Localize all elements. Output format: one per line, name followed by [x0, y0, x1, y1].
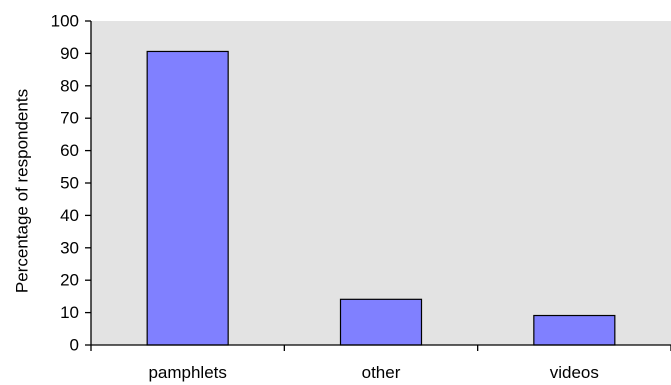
y-tick-label: 60 — [60, 141, 79, 160]
bar-series — [146, 50, 616, 346]
y-axis-ticks: 0 10 20 30 40 50 60 70 80 90 100 — [51, 12, 91, 355]
x-tick-label: other — [362, 363, 401, 382]
x-tick-label: pamphlets — [148, 363, 226, 382]
y-tick-label: 10 — [60, 303, 79, 322]
x-axis-ticks: pamphlets other videos — [90, 345, 671, 382]
bar-videos — [533, 314, 616, 346]
y-tick-label: 70 — [60, 109, 79, 128]
y-tick-label: 40 — [60, 206, 79, 225]
x-tick-label: videos — [550, 363, 599, 382]
y-tick-label: 30 — [60, 238, 79, 257]
bar-pamphlets — [146, 50, 229, 346]
bar-other — [339, 298, 423, 346]
y-tick-label: 50 — [60, 174, 79, 193]
y-tick-label: 100 — [51, 12, 79, 31]
y-tick-label: 0 — [70, 336, 79, 355]
y-tick-label: 20 — [60, 271, 79, 290]
y-axis-title: Percentage of respondents — [13, 89, 32, 293]
y-tick-label: 80 — [60, 76, 79, 95]
y-tick-label: 90 — [60, 44, 79, 63]
